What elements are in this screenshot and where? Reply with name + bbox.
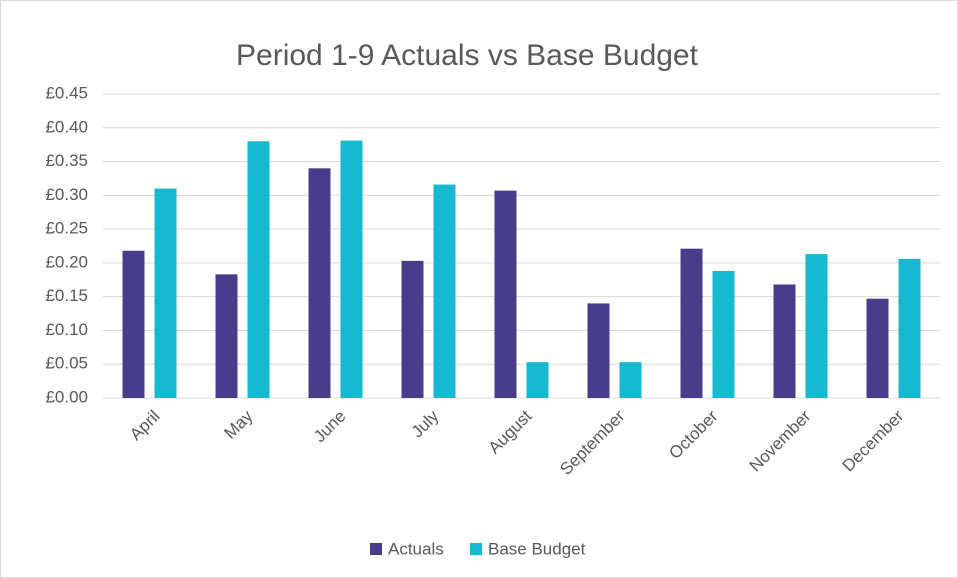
y-tick-label: £0.35: [45, 151, 88, 170]
y-tick-label: £0.20: [45, 252, 88, 271]
bar: [587, 303, 610, 398]
y-tick-label: £0.15: [45, 286, 88, 305]
bar: [866, 298, 889, 398]
bar: [154, 188, 177, 398]
bar: [898, 258, 921, 398]
bar: [247, 141, 270, 399]
y-tick-label: £0.25: [45, 219, 88, 238]
bar: [122, 250, 145, 398]
legend-label: Actuals: [388, 539, 444, 558]
bar: [773, 284, 796, 398]
legend-swatch: [470, 543, 482, 555]
y-tick-label: £0.05: [45, 354, 88, 373]
bar: [526, 362, 549, 398]
bar: [680, 248, 703, 398]
bar: [433, 184, 456, 398]
bar: [308, 168, 331, 398]
legend-swatch: [370, 543, 382, 555]
y-tick-label: £0.00: [45, 387, 88, 406]
bar: [805, 254, 828, 398]
legend-label: Base Budget: [488, 539, 586, 558]
y-tick-label: £0.10: [45, 320, 88, 339]
bar: [340, 140, 363, 398]
y-tick-label: £0.45: [45, 83, 88, 102]
bar: [712, 270, 735, 398]
chart-title: Period 1-9 Actuals vs Base Budget: [236, 39, 699, 72]
bar: [215, 274, 238, 398]
bar: [401, 260, 424, 398]
bar: [494, 190, 517, 398]
bar: [619, 362, 642, 398]
y-tick-label: £0.30: [45, 185, 88, 204]
y-tick-label: £0.40: [45, 117, 88, 136]
